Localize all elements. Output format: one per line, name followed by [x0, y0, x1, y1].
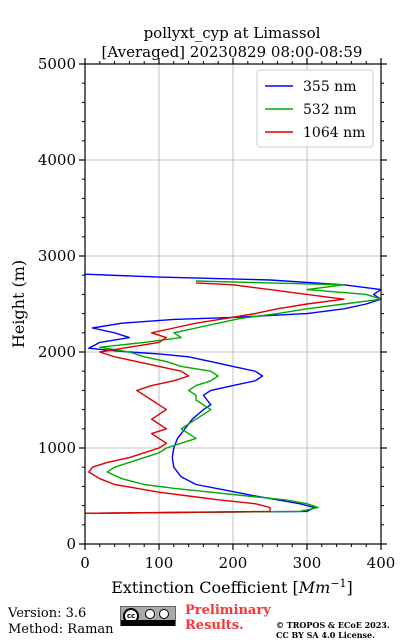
- x-axis-label-exponent: −1: [330, 577, 346, 590]
- cc-license-badge: cc: [120, 606, 176, 626]
- y-tick-labels: 0 1000 2000 3000 4000 5000: [38, 55, 76, 553]
- x-axis-label-close: ]: [347, 578, 353, 597]
- preliminary-line2: Results.: [185, 618, 244, 633]
- series-line-532-nm: [84, 280, 382, 514]
- legend-entry: 532 nm: [303, 102, 356, 118]
- series-lines: [84, 273, 382, 514]
- y-tick-label: 1000: [38, 439, 76, 457]
- y-axis-label: Height (m): [9, 260, 28, 348]
- footer-info: Version: 3.6 Method: Raman: [8, 606, 114, 638]
- series-line-355-nm: [84, 273, 382, 514]
- y-tick-label: 0: [66, 535, 76, 553]
- legend-entry: 355 nm: [303, 79, 356, 95]
- share-alike-icon: [159, 609, 169, 619]
- x-tick-label: 400: [367, 554, 396, 572]
- preliminary-line1: Preliminary: [185, 603, 271, 618]
- x-tick-label: 300: [293, 554, 322, 572]
- extinction-profile-chart: pollyxt_cyp at Limassol [Averaged] 20230…: [9, 24, 395, 597]
- legend: 355 nm 532 nm 1064 nm: [256, 69, 374, 148]
- x-tick-label: 200: [219, 554, 248, 572]
- attribution-icon: [145, 609, 155, 619]
- x-axis-label-main: Extinction Coefficient [: [111, 578, 299, 597]
- legend-box: [256, 69, 374, 148]
- x-axis-label: Extinction Coefficient [Mm−1]: [111, 577, 353, 597]
- preliminary-results-note: Preliminary Results.: [185, 603, 271, 633]
- axis-ticks: [79, 58, 387, 550]
- chart-title: pollyxt_cyp at Limassol: [144, 24, 321, 42]
- x-tick-labels: 0 100 200 300 400: [80, 554, 395, 572]
- y-tick-label: 4000: [38, 151, 76, 169]
- series-line-1064-nm: [84, 282, 345, 514]
- method-text: Method: Raman: [8, 622, 114, 637]
- y-tick-label: 2000: [38, 343, 76, 361]
- cc-badge-bar: [121, 620, 175, 626]
- x-tick-label: 0: [80, 554, 90, 572]
- copyright-line2: CC BY SA 4.0 License.: [276, 630, 375, 640]
- y-tick-label: 3000: [38, 247, 76, 265]
- copyright-note: © TROPOS & ECoE 2023. CC BY SA 4.0 Licen…: [276, 620, 390, 640]
- legend-entry: 1064 nm: [303, 125, 365, 141]
- y-tick-label: 5000: [38, 55, 76, 73]
- chart-subtitle: [Averaged] 20230829 08:00-08:59: [102, 43, 363, 61]
- copyright-line1: © TROPOS & ECoE 2023.: [276, 620, 390, 630]
- version-text: Version: 3.6: [8, 606, 87, 621]
- x-tick-label: 100: [145, 554, 174, 572]
- x-axis-label-unit: Mm: [298, 578, 331, 597]
